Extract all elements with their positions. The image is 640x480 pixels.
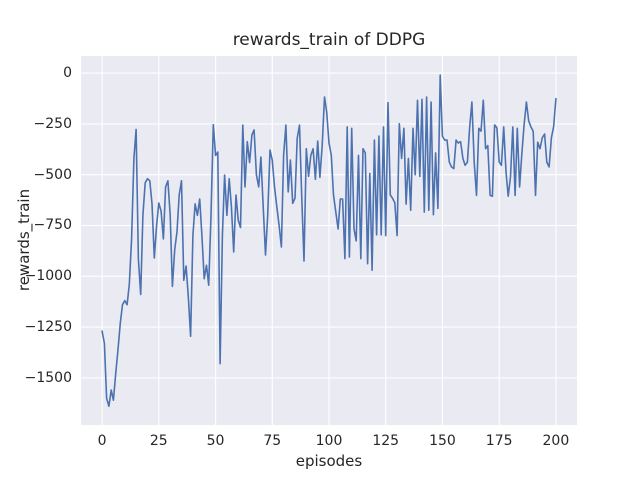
x-tick-label: 50 [206,433,225,449]
y-tick-label: −1500 [24,369,72,386]
y-tick-label: 0 [63,65,72,82]
x-tick-label: 200 [542,433,570,449]
x-tick-label: 150 [429,433,456,449]
gridlines [81,56,577,425]
x-tick-label: 125 [372,433,400,449]
y-tick-label: −500 [33,166,72,183]
x-tick-label: 25 [149,433,168,449]
series-line [101,74,557,408]
plot-svg [81,56,577,425]
y-tick-label: −250 [33,115,72,132]
x-tick-label: 175 [485,433,513,449]
x-tick-label: 0 [97,433,107,449]
plot-area [81,56,577,425]
y-tick-label: −750 [33,217,72,234]
x-tick-label: 75 [263,433,282,449]
x-tick-label: 100 [315,433,343,449]
x-axis-label: episodes [295,452,363,470]
y-tick-label: −1000 [24,268,72,285]
y-tick-label: −1250 [24,319,72,336]
chart-title: rewards_train of DDPG [232,30,426,50]
